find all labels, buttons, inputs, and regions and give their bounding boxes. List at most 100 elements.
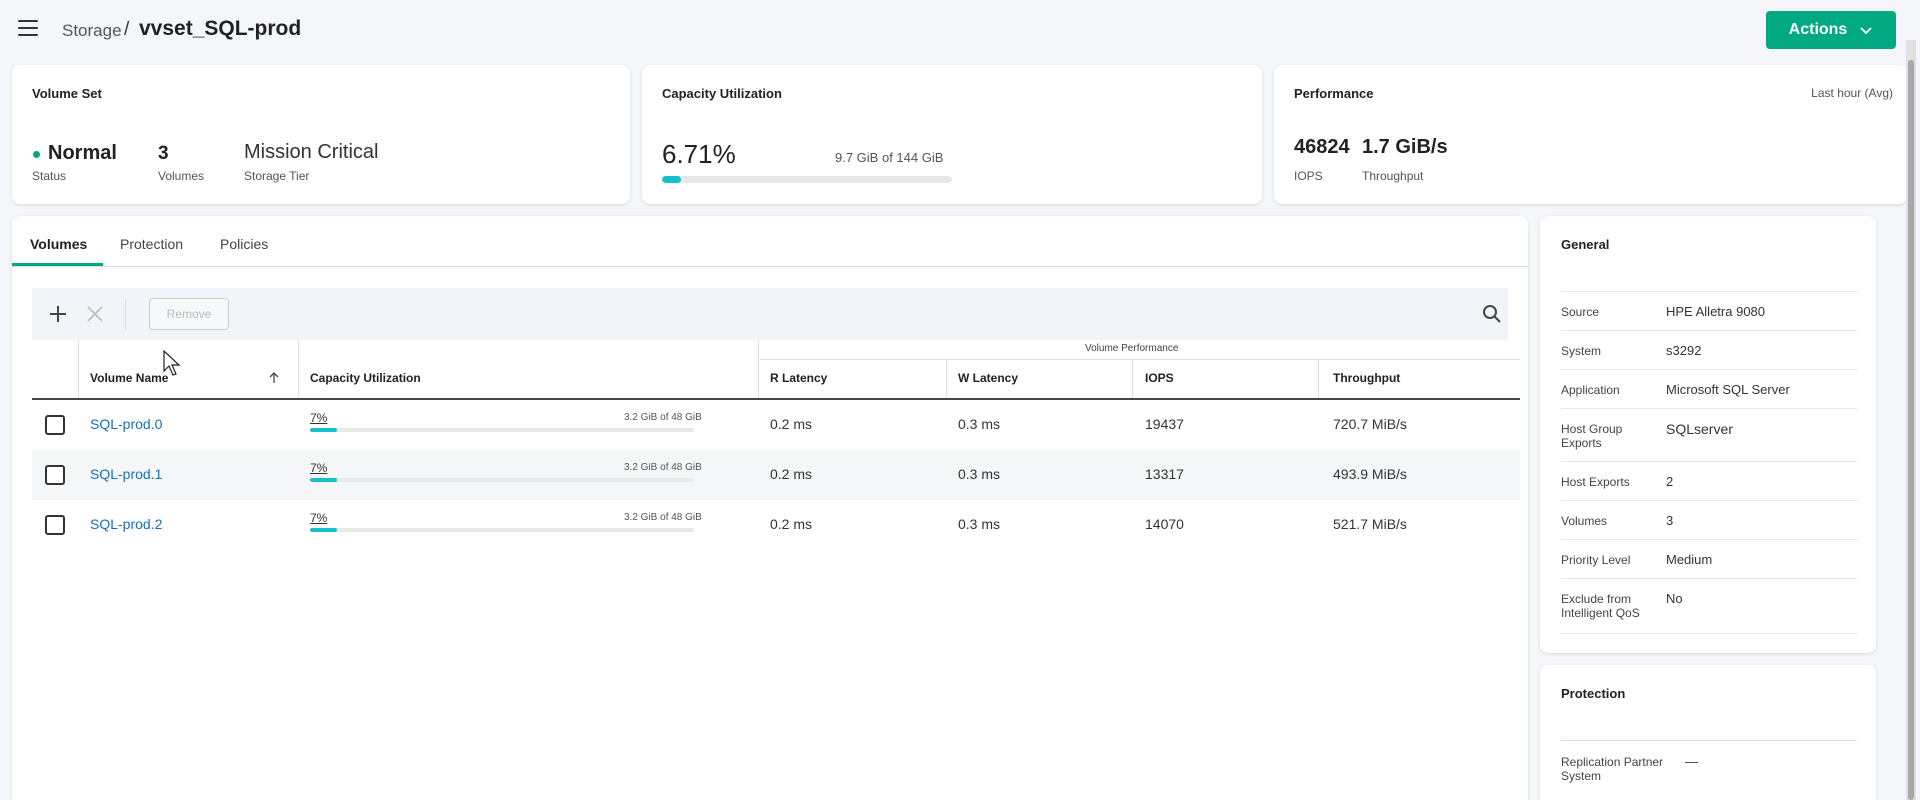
performance-card: Performance Last hour (Avg) 46824 IOPS 1… bbox=[1274, 65, 1907, 204]
detail-value: 3 bbox=[1666, 513, 1674, 528]
add-icon[interactable] bbox=[49, 305, 67, 323]
row-divider bbox=[1561, 408, 1857, 409]
column-header-r-latency[interactable]: R Latency bbox=[770, 371, 828, 385]
table-toolbar: Remove bbox=[32, 288, 1508, 340]
page-scrollbar[interactable] bbox=[1906, 40, 1916, 800]
detail-key: Exclude from Intelligent QoS bbox=[1561, 592, 1640, 620]
delete-icon[interactable] bbox=[87, 306, 103, 322]
card-title: Volume Set bbox=[32, 86, 102, 101]
protection-card: Protection Replication Partner System — bbox=[1540, 665, 1876, 800]
row-checkbox[interactable] bbox=[45, 415, 65, 435]
capacity-percent: 7% bbox=[310, 411, 328, 425]
capacity-bar-fill bbox=[310, 528, 337, 532]
card-title: Protection bbox=[1561, 686, 1626, 701]
page-title: vvset_SQL-prod bbox=[139, 17, 302, 40]
top-bar: Storage / vvset_SQL-prod Actions bbox=[0, 0, 1920, 58]
tab-divider bbox=[12, 266, 1528, 267]
remove-button[interactable]: Remove bbox=[149, 298, 229, 330]
status-dot bbox=[33, 151, 40, 158]
row-divider bbox=[1561, 461, 1857, 462]
capacity-percent: 6.71% bbox=[662, 139, 736, 169]
r-latency-value: 0.2 ms bbox=[770, 466, 813, 482]
tab-policies[interactable]: Policies bbox=[220, 236, 269, 252]
breadcrumb-storage[interactable]: Storage bbox=[62, 21, 122, 40]
actions-button[interactable]: Actions bbox=[1766, 11, 1896, 49]
capacity-detail: 3.2 GiB of 48 GiB bbox=[624, 412, 702, 423]
detail-value: No bbox=[1666, 591, 1683, 606]
column-header-w-latency[interactable]: W Latency bbox=[958, 371, 1019, 385]
w-latency-value: 0.3 ms bbox=[958, 416, 1001, 432]
column-divider bbox=[946, 360, 947, 398]
search-icon[interactable] bbox=[1482, 304, 1502, 324]
iops-value: 14070 bbox=[1145, 516, 1184, 532]
host-group-link[interactable]: SQLserver bbox=[1666, 421, 1733, 437]
capacity-bar-fill bbox=[310, 478, 337, 482]
iops-value: 13317 bbox=[1145, 466, 1184, 482]
volume-name-link[interactable]: SQL-prod.0 bbox=[90, 416, 163, 432]
capacity-bar bbox=[310, 478, 694, 482]
table-row[interactable]: SQL-prod.1 7% 3.2 GiB of 48 GiB 0.2 ms 0.3 m… bbox=[32, 450, 1520, 500]
table-row[interactable]: SQL-prod.2 7% 3.2 GiB of 48 GiB 0.2 ms 0.3 m… bbox=[32, 500, 1520, 550]
volume-name-link[interactable]: SQL-prod.1 bbox=[90, 466, 163, 482]
capacity-percent: 7% bbox=[310, 461, 328, 475]
group-header-line bbox=[760, 359, 1520, 360]
detail-key: Host Exports bbox=[1561, 475, 1630, 489]
capacity-detail: 3.2 GiB of 48 GiB bbox=[624, 462, 702, 473]
detail-value: Microsoft SQL Server bbox=[1666, 382, 1790, 397]
throughput-value: 493.9 MiB/s bbox=[1333, 466, 1407, 482]
volumes-panel: Volumes Protection Policies Remove Volum… bbox=[12, 216, 1528, 800]
column-divider bbox=[758, 340, 759, 398]
volume-set-card: Volume Set Normal Status 3 Volumes Missi… bbox=[12, 65, 630, 204]
capacity-card: Capacity Utilization 6.71% 9.7 GiB of 14… bbox=[642, 65, 1262, 204]
scrollbar-thumb[interactable] bbox=[1908, 60, 1914, 800]
throughput-label: Throughput bbox=[1362, 169, 1424, 183]
capacity-bar-fill bbox=[662, 176, 682, 183]
card-title: Capacity Utilization bbox=[662, 86, 782, 101]
row-divider bbox=[1561, 740, 1857, 741]
tab-volumes[interactable]: Volumes bbox=[30, 236, 88, 252]
capacity-detail: 3.2 GiB of 48 GiB bbox=[624, 512, 702, 523]
detail-key: Application bbox=[1561, 383, 1620, 397]
chevron-down-icon bbox=[1860, 27, 1872, 35]
column-header-throughput[interactable]: Throughput bbox=[1333, 371, 1401, 385]
throughput-value: 1.7 GiB/s bbox=[1362, 136, 1448, 158]
card-title: General bbox=[1561, 237, 1610, 252]
detail-key: Replication Partner System bbox=[1561, 755, 1664, 783]
detail-key: Source bbox=[1561, 305, 1600, 319]
tab-protection[interactable]: Protection bbox=[120, 236, 184, 252]
row-divider bbox=[1561, 369, 1857, 370]
card-title: Performance bbox=[1294, 86, 1374, 101]
capacity-percent: 7% bbox=[310, 511, 328, 525]
row-checkbox[interactable] bbox=[45, 465, 65, 485]
capacity-bar-fill bbox=[310, 428, 337, 432]
detail-value: 2 bbox=[1666, 474, 1674, 489]
column-header-iops[interactable]: IOPS bbox=[1145, 371, 1174, 385]
volume-name-link[interactable]: SQL-prod.2 bbox=[90, 516, 163, 532]
volume-performance-group-header: Volume Performance bbox=[1085, 343, 1179, 354]
iops-value: 46824 bbox=[1294, 136, 1350, 158]
sort-ascending-icon[interactable] bbox=[268, 372, 280, 384]
r-latency-value: 0.2 ms bbox=[770, 516, 813, 532]
capacity-detail: 9.7 GiB of 144 GiB bbox=[835, 150, 944, 165]
detail-key: Priority Level bbox=[1561, 553, 1631, 567]
row-divider bbox=[1561, 633, 1857, 634]
column-header-capacity[interactable]: Capacity Utilization bbox=[310, 371, 421, 385]
table-row[interactable]: SQL-prod.0 7% 3.2 GiB of 48 GiB 0.2 ms 0.3 m… bbox=[32, 400, 1520, 450]
volumes-count: 3 bbox=[158, 143, 169, 164]
throughput-value: 521.7 MiB/s bbox=[1333, 516, 1407, 532]
row-checkbox[interactable] bbox=[45, 515, 65, 535]
status-value: Normal bbox=[48, 142, 117, 164]
column-divider bbox=[78, 340, 79, 398]
row-divider bbox=[1561, 500, 1857, 501]
status-label: Status bbox=[32, 169, 67, 183]
storage-tier-value: Mission Critical bbox=[244, 141, 379, 163]
detail-value: — bbox=[1685, 754, 1698, 769]
header-underline bbox=[32, 398, 1520, 400]
throughput-value: 720.7 MiB/s bbox=[1333, 416, 1407, 432]
menu-icon[interactable] bbox=[18, 20, 38, 36]
detail-value: HPE Alletra 9080 bbox=[1666, 304, 1766, 319]
mouse-cursor-icon bbox=[163, 350, 181, 376]
toolbar-divider bbox=[125, 298, 126, 330]
column-header-volume-name[interactable]: Volume Name bbox=[90, 371, 169, 385]
row-divider bbox=[1561, 578, 1857, 579]
